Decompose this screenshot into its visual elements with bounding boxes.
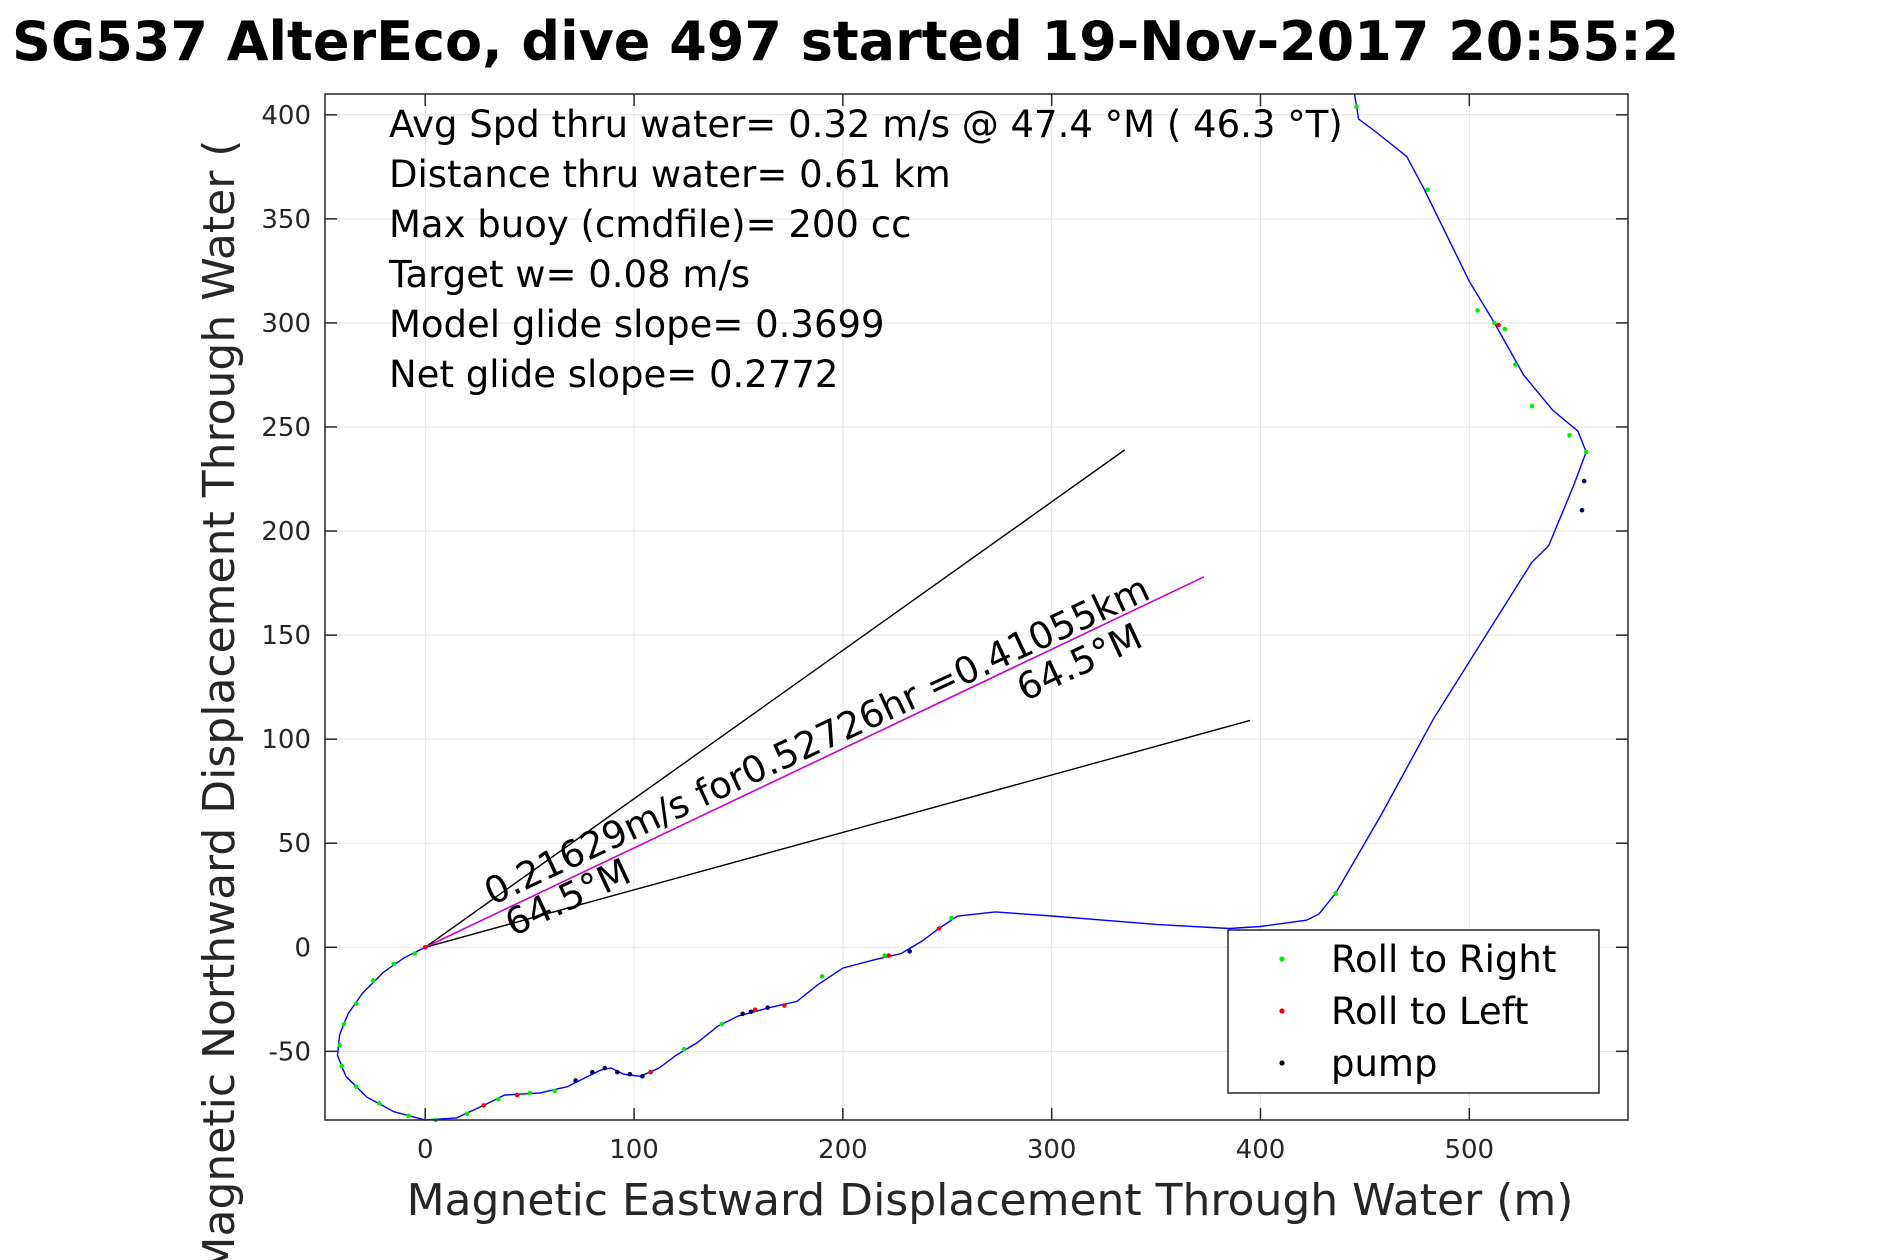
pump-point	[1579, 507, 1585, 513]
roll-left-point	[782, 1003, 787, 1008]
guide-line	[424, 576, 1205, 948]
x-axis-label: Magnetic Eastward Displacement Through W…	[407, 1175, 1574, 1226]
legend-label: pump	[1331, 1042, 1437, 1085]
roll-right-point	[354, 1001, 359, 1006]
y-tick-label: 0	[294, 933, 311, 963]
y-tick-label: -50	[269, 1037, 311, 1067]
y-tick-label: 300	[261, 309, 311, 339]
roll-right-point	[412, 951, 418, 956]
roll-right-point	[882, 953, 887, 958]
roll-left-point	[936, 926, 942, 931]
pump-point	[589, 1069, 595, 1075]
roll-right-point	[1354, 104, 1359, 109]
roll-right-point	[370, 978, 376, 983]
legend-label: Roll to Left	[1331, 990, 1529, 1033]
roll-right-point	[354, 1084, 359, 1090]
roll-left-point	[886, 953, 892, 958]
roll-right-point	[1475, 308, 1480, 313]
pump-point	[640, 1073, 645, 1079]
pump-point	[615, 1069, 620, 1075]
pump-point	[765, 1005, 770, 1010]
roll-right-point	[496, 1096, 501, 1102]
y-tick-label: 250	[261, 413, 311, 443]
roll-right-point	[552, 1088, 557, 1094]
roll-left-point	[422, 944, 428, 950]
x-tick-label: 400	[1236, 1135, 1286, 1165]
x-tick-label: 100	[609, 1135, 659, 1165]
pump-point	[740, 1011, 745, 1017]
y-tick-label: 50	[278, 829, 311, 859]
y-axis-label: Magnetic Northward Displacement Through …	[194, 140, 245, 1260]
x-tick-label: 500	[1444, 1135, 1494, 1165]
legend-label: Roll to Right	[1331, 938, 1556, 981]
guide-line	[424, 449, 1126, 948]
roll-right-point	[391, 961, 397, 967]
roll-left-point	[481, 1103, 486, 1108]
roll-right-point	[527, 1090, 532, 1096]
roll-right-point	[464, 1111, 470, 1117]
axis-ticks: 0 100 200 300 400 500 -50 0 50 100 150 200 250 300 350…	[261, 94, 1628, 1165]
legend: Roll to Right Roll to Left pump	[1227, 929, 1600, 1094]
guide-lines	[424, 449, 1251, 948]
y-tick-label: 200	[261, 517, 311, 547]
pump-point	[1581, 478, 1587, 484]
roll-right-point	[1502, 326, 1508, 332]
track-line	[336, 93, 1587, 1121]
pump-point	[573, 1078, 578, 1083]
roll-right-point	[376, 1101, 382, 1106]
roll-left-point	[648, 1069, 654, 1075]
pump-point	[748, 1009, 754, 1015]
roll-right-point	[1529, 403, 1535, 409]
roll-right-point	[1512, 362, 1518, 367]
pump-point	[602, 1065, 608, 1071]
roll-right-point	[719, 1021, 725, 1027]
pump-point	[907, 949, 912, 954]
roll-right-point	[1492, 320, 1497, 326]
roll-right-point	[339, 1063, 345, 1069]
guide-line	[425, 719, 1251, 948]
roll-right-point	[1333, 890, 1338, 896]
info-line: Distance thru water= 0.61 km	[389, 153, 951, 196]
x-tick-label: 300	[1027, 1135, 1077, 1165]
track-layer	[336, 93, 1587, 1121]
chart-title: SG537 AlterEco, dive 497 started 19-Nov-…	[12, 10, 1679, 73]
roll-right-point	[406, 1113, 411, 1119]
legend-marker	[1279, 1060, 1285, 1066]
plot-frame	[324, 93, 1629, 1121]
info-line: Net glide slope= 0.2772	[389, 353, 838, 396]
info-line: Max buoy (cmdfile)= 200 cc	[389, 203, 911, 246]
roll-right-point	[1425, 187, 1430, 193]
roll-left-point	[752, 1007, 758, 1012]
x-tick-label: 200	[818, 1135, 868, 1165]
roll-right-point	[1583, 449, 1589, 455]
y-tick-label: 150	[261, 621, 311, 651]
roll-left-point	[1496, 322, 1501, 328]
info-line: Model glide slope= 0.3699	[389, 303, 885, 346]
y-tick-label: 350	[261, 205, 311, 235]
roll-right-point	[337, 1042, 342, 1048]
x-tick-label: 0	[417, 1135, 434, 1165]
y-tick-label: 400	[261, 101, 311, 131]
roll-right-point	[1567, 433, 1572, 438]
roll-right-point	[681, 1046, 687, 1052]
pump-point	[627, 1071, 633, 1077]
roll-right-point	[341, 1021, 347, 1027]
legend-marker	[1279, 956, 1285, 962]
legend-box	[1227, 929, 1600, 1094]
legend-marker	[1279, 1008, 1285, 1014]
roll-left-point	[514, 1092, 520, 1098]
roll-right-point	[819, 974, 825, 979]
y-tick-label: 100	[261, 725, 311, 755]
info-line: Target w= 0.08 m/s	[388, 253, 750, 296]
marker-layer	[337, 104, 1589, 1123]
info-line: Avg Spd thru water= 0.32 m/s @ 47.4 °M (…	[389, 103, 1343, 146]
info-text-block: Avg Spd thru water= 0.32 m/s @ 47.4 °M (…	[388, 103, 1343, 396]
roll-right-point	[949, 915, 954, 921]
